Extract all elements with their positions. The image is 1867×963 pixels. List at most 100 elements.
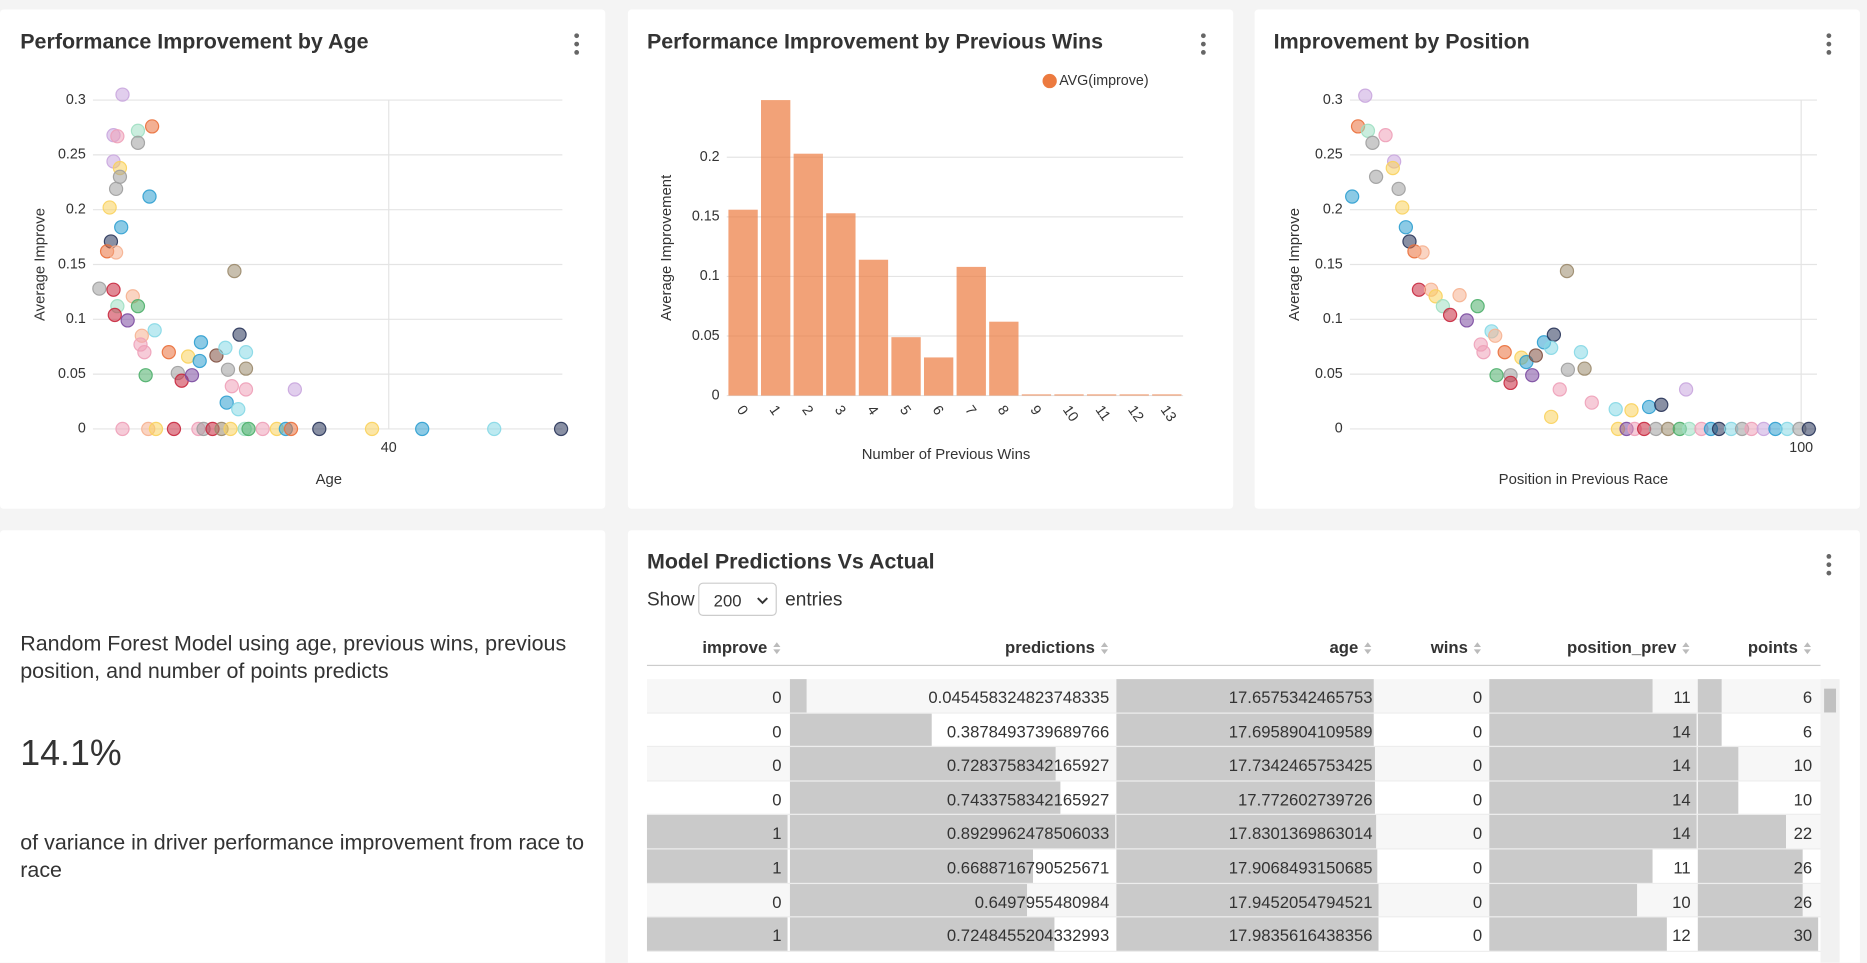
bar xyxy=(891,337,921,396)
table-cell: 0.045458324823748335 xyxy=(928,687,1110,707)
column-header[interactable]: wins xyxy=(1430,637,1468,657)
point xyxy=(148,421,164,437)
menu-icon[interactable] xyxy=(574,33,580,58)
cell-bar xyxy=(1697,747,1738,781)
bar xyxy=(826,213,856,396)
point xyxy=(1398,220,1414,235)
y-tick-label: 0 xyxy=(1335,421,1343,437)
point xyxy=(223,421,238,437)
cell-bar xyxy=(646,917,788,951)
point xyxy=(415,421,430,437)
point xyxy=(1544,340,1559,355)
cell-bar xyxy=(1116,781,1376,815)
point xyxy=(115,421,130,437)
table-cell: 0 xyxy=(772,721,782,741)
column-header[interactable]: predictions xyxy=(1005,637,1095,657)
y-tick-label: 0.2 xyxy=(700,149,720,165)
point xyxy=(238,345,254,360)
table-panel: Model Predictions Vs Actual Show 200 ent… xyxy=(627,530,1860,963)
point xyxy=(1411,282,1427,297)
point xyxy=(1573,345,1589,360)
point xyxy=(107,307,122,323)
y-tick-label: 0.2 xyxy=(1323,201,1343,217)
cell-bar xyxy=(789,917,1054,951)
point xyxy=(1648,421,1664,437)
point xyxy=(364,421,380,437)
bar xyxy=(1152,394,1182,396)
page-size: 200 xyxy=(713,590,742,611)
x-tick-label: 11 xyxy=(1092,403,1114,424)
point xyxy=(1365,135,1380,150)
point xyxy=(1560,362,1576,377)
point xyxy=(553,421,569,437)
sort-icon[interactable] xyxy=(1363,641,1373,655)
cell-bar xyxy=(789,713,932,747)
cell-bar xyxy=(789,883,1027,917)
table-cell: 17.8301369863014 xyxy=(1228,823,1373,843)
table-cell: 11 xyxy=(1673,857,1691,877)
table-cell: 1 xyxy=(772,823,782,843)
cell-bar xyxy=(1697,883,1803,917)
point xyxy=(161,345,176,360)
x-axis-label: Age xyxy=(316,472,342,488)
y-tick-label: 0.05 xyxy=(1315,366,1343,382)
point xyxy=(147,323,162,338)
cell-bar xyxy=(646,849,788,883)
point xyxy=(1391,181,1406,197)
x-tick-label: 0 xyxy=(733,403,751,419)
point xyxy=(1345,189,1360,204)
point xyxy=(1577,361,1592,376)
cell-bar xyxy=(1116,849,1378,883)
column-header[interactable]: position_prev xyxy=(1566,637,1677,657)
table-cell: 17.9452054794521 xyxy=(1228,891,1373,911)
column-header[interactable]: improve xyxy=(702,637,768,657)
chart-title: Performance Improvement by Previous Wins xyxy=(647,30,1103,54)
table-cell: 0.3878493739689766 xyxy=(946,721,1110,741)
page-size-select[interactable]: 200 xyxy=(698,582,777,616)
cell-bar xyxy=(1116,917,1379,951)
table-cell: 0 xyxy=(772,891,782,911)
sort-icon[interactable] xyxy=(1803,641,1813,655)
sort-icon[interactable] xyxy=(1100,641,1110,655)
outro-text: of variance in driver performance improv… xyxy=(20,830,585,882)
sort-icon[interactable] xyxy=(772,641,782,655)
point xyxy=(219,395,234,410)
entries-label: entries xyxy=(785,589,843,611)
y-tick-label: 0.1 xyxy=(700,268,720,284)
menu-icon[interactable] xyxy=(1826,33,1832,58)
point xyxy=(1678,382,1694,397)
table-cell: 30 xyxy=(1793,925,1813,946)
point xyxy=(220,362,236,377)
point xyxy=(1489,368,1504,383)
y-tick-label: 0.25 xyxy=(1315,147,1343,163)
bar xyxy=(793,153,823,396)
cell-bar xyxy=(1489,883,1638,917)
x-tick-label: 40 xyxy=(381,440,397,456)
y-axis-label: Average Improve xyxy=(1287,208,1303,321)
cell-bar xyxy=(1489,679,1653,713)
menu-icon[interactable] xyxy=(1826,554,1832,579)
cell-bar xyxy=(1697,917,1819,951)
menu-icon[interactable] xyxy=(1200,33,1206,58)
column-header[interactable]: points xyxy=(1747,637,1798,657)
chart-title: Performance Improvement by Age xyxy=(20,30,368,54)
bar xyxy=(728,209,758,396)
point xyxy=(1395,200,1410,215)
scrollbar[interactable] xyxy=(1820,679,1840,963)
point xyxy=(193,335,209,350)
sort-icon[interactable] xyxy=(1473,641,1483,655)
x-axis-label: Position in Previous Race xyxy=(1499,472,1669,488)
cell-bar xyxy=(1489,917,1668,951)
point xyxy=(130,135,146,150)
table-cell: 14 xyxy=(1672,789,1691,809)
sort-icon[interactable] xyxy=(1681,641,1691,655)
y-tick-label: 0.2 xyxy=(66,201,86,217)
x-tick-label: 6 xyxy=(929,403,947,419)
point xyxy=(112,169,128,184)
point xyxy=(1459,313,1474,328)
table-cell: 26 xyxy=(1793,891,1813,911)
column-header[interactable]: age xyxy=(1329,637,1359,657)
point xyxy=(238,361,254,376)
table-cell: 17.7342465753425 xyxy=(1228,755,1373,775)
point xyxy=(115,87,130,102)
